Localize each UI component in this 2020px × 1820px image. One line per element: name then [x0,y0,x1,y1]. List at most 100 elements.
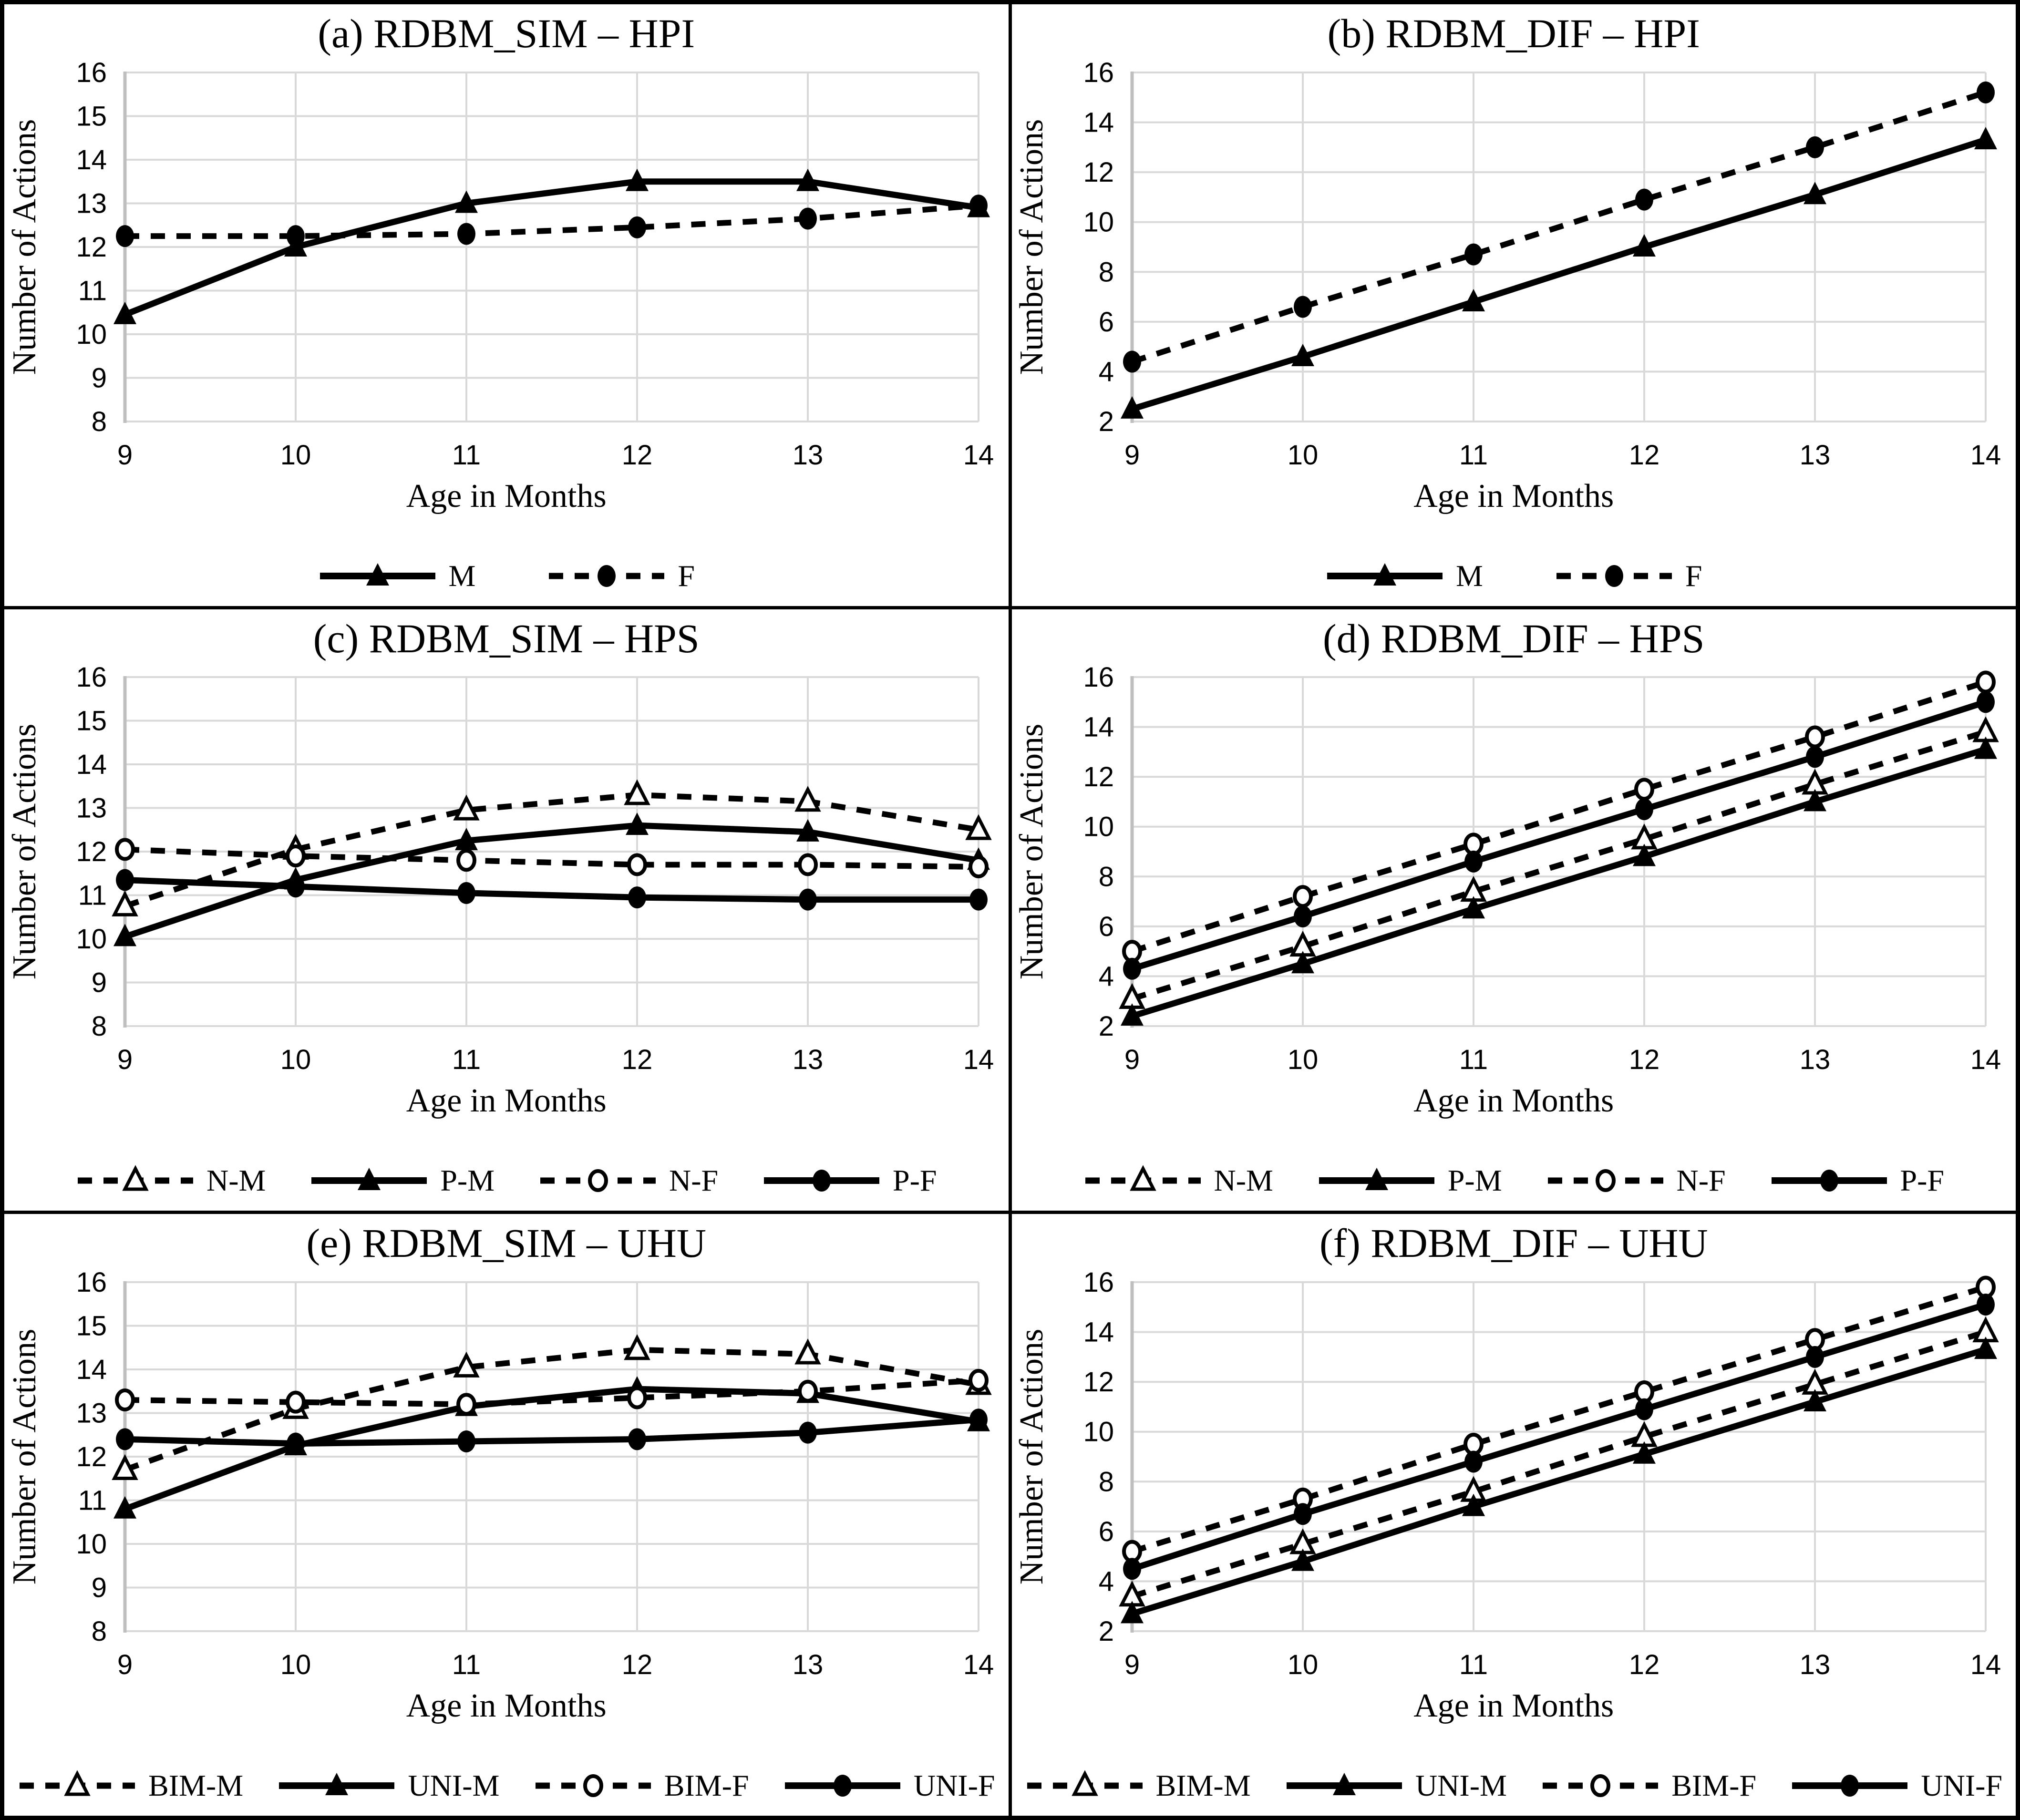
y-tick-label: 9 [91,1572,106,1603]
legend-item-P-F: P-F [1770,1163,1944,1198]
x-tick-label: 14 [1970,440,2001,471]
triangle-filled-marker [1332,1772,1356,1795]
circle-open-marker [1805,725,1825,749]
series-line-BIM-M [124,1347,979,1473]
triangle-filled-marker [1121,1003,1144,1026]
panel-a: (a) RDBM_SIM – HPI 8 9 10 11 12 13 14 15 16 9 10 11… [4,4,1009,606]
series-F [1123,81,1995,373]
circle-filled-marker [286,225,305,247]
y-axis-labels: 8 9 10 11 12 13 14 15 16 [76,58,107,437]
circle-filled-marker [969,1409,988,1431]
series-markers-BIM-F [1122,1275,1996,1563]
y-tick-label: 16 [1083,1268,1114,1298]
triangle-filled-marker [1974,126,1998,149]
legend-item-UNI-M: UNI-M [1285,1768,1507,1803]
legend-label: BIM-M [148,1768,244,1802]
y-axis-title: Number of Actions [6,1329,43,1585]
panel-b-title: (b) RDBM_DIF – HPI [1327,10,1700,56]
circle-filled-marker [1806,1346,1824,1368]
panel-f: (f) RDBM_DIF – UHU 2 4 6 8 10 12 14 16 9 10 11 12 13… [1011,1214,2016,1816]
y-tick-label: 15 [76,101,107,132]
legend-item-F: F [1555,558,1702,594]
circle-filled-marker [286,1432,305,1455]
circle-open-marker [1595,1169,1616,1193]
series-P-M [1121,736,1998,1026]
legend-sample-BIM-F [1543,1774,1659,1797]
y-tick-label: 14 [1083,712,1114,743]
panel-f-chart: 2 4 6 8 10 12 14 16 9 10 11 12 13 14 Number of Actions [1013,1268,2014,1687]
y-tick-label: 13 [76,793,107,824]
legend-sample-F [549,565,665,587]
circle-filled-marker [1977,1293,1995,1316]
y-tick-label: 9 [91,362,106,393]
circle-filled-marker [1294,905,1312,928]
y-tick-label: 14 [76,749,107,780]
triangle-filled-marker [1121,1601,1144,1624]
x-tick-label: 9 [1124,440,1140,471]
chart-svg-5: 2 4 6 8 10 12 14 16 9 10 11 12 13 14 Number of Actions [1013,1268,2001,1680]
triangle-filled-marker [796,819,819,842]
circle-filled-marker [1820,1170,1838,1192]
series-markers-BIM-M [1119,1316,1999,1607]
triangle-filled-marker [1373,563,1396,586]
legend-sample-BIM-M [20,1770,135,1796]
legend-item-P-M: P-M [309,1163,495,1198]
legend-label: P-M [1447,1163,1502,1198]
series-line-P-M [1131,746,1987,1019]
legend-label: UNI-M [408,1768,500,1802]
circle-filled-marker [1294,296,1312,318]
legend-label: M [448,558,476,593]
panel-b: (b) RDBM_DIF – HPI 2 4 6 8 10 12 14 16 9 10 11 12 13… [1011,4,2016,606]
legend-sample-P-M [311,1168,427,1191]
y-tick-label: 12 [76,232,107,263]
panel-a-title: (a) RDBM_SIM – HPI [318,10,695,56]
y-tick-label: 6 [1099,911,1114,942]
series-line-P-F [124,877,979,903]
x-axis-labels: 9 10 11 12 13 14 [117,1649,994,1680]
x-tick-label: 13 [792,440,823,471]
circle-open-marker [285,844,306,868]
x-axis-labels: 9 10 11 12 13 14 [1124,1044,2001,1075]
circle-filled-marker [1635,188,1654,211]
triangle-filled-marker [366,563,389,586]
circle-filled-marker [1635,1398,1654,1420]
triangle-open-marker [624,1334,650,1360]
circle-open-marker [456,849,476,872]
x-tick-label: 11 [1459,1649,1488,1680]
y-tick-label: 10 [76,319,107,350]
legend-label: N-F [1676,1163,1726,1198]
legend-item-N-F: N-F [538,1163,718,1198]
series-P-M [113,812,990,946]
x-tick-label: 13 [792,1649,823,1680]
y-tick-label: 12 [1083,1367,1114,1398]
series-F [115,194,988,247]
series-markers-UNI-F [1123,1293,1995,1580]
y-tick-label: 8 [1099,257,1114,288]
y-tick-label: 15 [76,706,107,737]
gridlines [124,71,979,422]
y-tick-label: 11 [78,880,107,911]
circle-filled-marker [115,869,134,891]
y-tick-label: 14 [76,144,107,175]
legend-sample-P-F [1771,1170,1887,1192]
y-tick-label: 4 [1099,356,1114,387]
legend-item-BIM-F: BIM-F [1541,1768,1756,1803]
series-line-N-F [1131,679,1987,955]
circle-open-marker [968,1368,989,1392]
y-tick-label: 2 [1099,406,1114,437]
series-line-N-M [1131,729,1987,1002]
y-tick-label: 10 [1083,812,1114,843]
series-markers-BIM-F [114,1368,989,1416]
chart-svg-3: 2 4 6 8 10 12 14 16 9 10 11 12 13 14 Number of Actions [1013,663,2001,1075]
legend-item-BIM-M: BIM-M [18,1768,243,1803]
legend-label: F [678,558,695,593]
y-axis-title: Number of Actions [6,119,43,375]
panel-f-title: (f) RDBM_DIF – UHU [1319,1220,1708,1266]
x-tick-label: 14 [1970,1044,2001,1075]
legend-sample-M [319,563,435,586]
y-tick-label: 6 [1099,306,1114,337]
x-tick-label: 14 [963,440,994,471]
triangle-filled-marker [1633,234,1656,257]
